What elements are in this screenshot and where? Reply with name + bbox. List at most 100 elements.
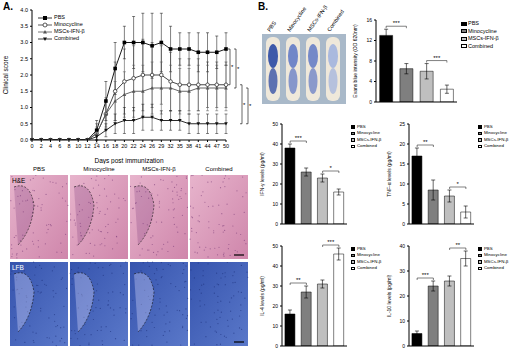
svg-text:14: 14 [94,143,100,149]
svg-text:35: 35 [177,143,183,149]
svg-text:20: 20 [272,181,278,187]
svg-text:12: 12 [84,143,90,149]
svg-text:0: 0 [369,99,372,105]
svg-text:40: 40 [272,141,278,147]
svg-text:***: *** [393,20,401,26]
svg-text:IFN-γ levels (pg/ml): IFN-γ levels (pg/ml) [259,152,265,196]
svg-text:29: 29 [158,143,164,149]
html-text:PBS: PBS [54,14,65,20]
svg-text:0: 0 [275,221,278,227]
svg-text:12: 12 [366,37,372,43]
svg-text:5: 5 [402,201,405,207]
svg-text:25: 25 [399,121,405,127]
svg-text:50: 50 [223,143,229,149]
svg-text:*: * [243,102,246,108]
svg-text:0: 0 [402,221,405,227]
svg-text:30: 30 [272,283,278,289]
svg-text:**: ** [296,277,301,283]
svg-text:Evans blue intensity (OD 620nm: Evans blue intensity (OD 620nm) [352,24,358,98]
svg-text:16: 16 [103,143,109,149]
svg-text:0: 0 [402,343,405,349]
svg-text:Combined: Combined [326,9,345,33]
svg-text:20: 20 [399,141,405,147]
html-text:Minocycline: Minocycline [468,27,497,34]
svg-text:8: 8 [369,58,372,64]
svg-text:30: 30 [399,268,405,274]
html-text:MSCs-IFN-β: MSCs-IFN-β [142,166,176,172]
svg-text:***: *** [433,55,441,61]
svg-text:15: 15 [399,161,405,167]
svg-text:4.0: 4.0 [20,7,28,13]
svg-text:8: 8 [67,143,70,149]
svg-text:3.0: 3.0 [20,39,28,45]
svg-text:10: 10 [272,201,278,207]
svg-text:LFB: LFB [12,264,24,271]
html-text:Combined: Combined [205,166,233,172]
svg-text:40: 40 [399,243,405,249]
html-text:Minocycline: Minocycline [54,21,83,27]
svg-text:10: 10 [272,323,278,329]
html-text:MSCs-IFN-β: MSCs-IFN-β [54,28,85,34]
svg-text:30: 30 [272,161,278,167]
svg-text:24: 24 [140,143,146,149]
svg-text:10: 10 [399,318,405,324]
svg-text:4: 4 [369,78,372,84]
svg-text:47: 47 [214,143,220,149]
svg-text:*: * [249,103,252,109]
svg-text:IL-10 levels (pg/ml): IL-10 levels (pg/ml) [386,274,392,317]
svg-text:50: 50 [272,121,278,127]
svg-text:Clinical score: Clinical score [8,55,9,94]
svg-text:32: 32 [168,143,174,149]
svg-text:IL-4 levels (pg/ml): IL-4 levels (pg/ml) [259,276,265,316]
svg-text:*: * [231,64,234,70]
svg-text:40: 40 [272,263,278,269]
html-text:MSCs-IFN-β: MSCs-IFN-β [468,35,499,41]
svg-text:PBS: PBS [266,20,277,33]
html-text:Minocycline: Minocycline [83,166,115,172]
svg-text:1.5: 1.5 [20,88,28,94]
svg-text:20: 20 [272,303,278,309]
html-text:B.: B. [258,1,268,12]
svg-text:0: 0 [30,143,33,149]
svg-text:MSCs-IFN-β: MSCs-IFN-β [306,4,329,33]
svg-text:3.5: 3.5 [20,23,28,29]
svg-text:50: 50 [272,243,278,249]
svg-text:10: 10 [399,181,405,187]
svg-text:2: 2 [40,143,43,149]
svg-text:***: *** [327,239,335,245]
html-text:Combined: Combined [468,42,494,49]
svg-text:20: 20 [121,143,127,149]
html-text:PBS: PBS [468,20,479,26]
svg-text:26: 26 [149,143,155,149]
svg-text:*: * [330,165,333,171]
svg-text:6: 6 [58,143,61,149]
svg-text:0.5: 0.5 [20,121,28,127]
svg-text:*: * [457,181,460,187]
svg-text:Minocycline: Minocycline [286,6,307,33]
svg-text:20: 20 [399,293,405,299]
svg-text:0: 0 [275,343,278,349]
svg-text:*: * [237,66,240,72]
svg-text:TNF-α levels (pg/ml): TNF-α levels (pg/ml) [386,151,392,197]
svg-text:4: 4 [49,143,52,149]
svg-text:**: ** [455,242,460,248]
html-text:A.: A. [3,1,13,12]
svg-text:38: 38 [186,143,192,149]
svg-text:**: ** [423,139,428,145]
svg-text:***: *** [422,272,430,278]
svg-text:18: 18 [112,143,118,149]
svg-text:0.0: 0.0 [20,137,28,143]
svg-text:***: *** [295,135,303,141]
svg-text:1.0: 1.0 [20,104,28,110]
svg-text:10: 10 [75,143,81,149]
svg-text:44: 44 [204,143,210,149]
html-text:PBS: PBS [33,166,45,172]
svg-text:2.0: 2.0 [20,72,28,78]
svg-text:2.5: 2.5 [20,56,28,62]
svg-text:16: 16 [366,17,372,23]
svg-text:22: 22 [131,143,137,149]
svg-text:41: 41 [195,143,201,149]
svg-text:H&E: H&E [12,177,26,184]
html-text:Combined: Combined [54,35,80,41]
svg-text:Days post immunization: Days post immunization [95,157,164,164]
